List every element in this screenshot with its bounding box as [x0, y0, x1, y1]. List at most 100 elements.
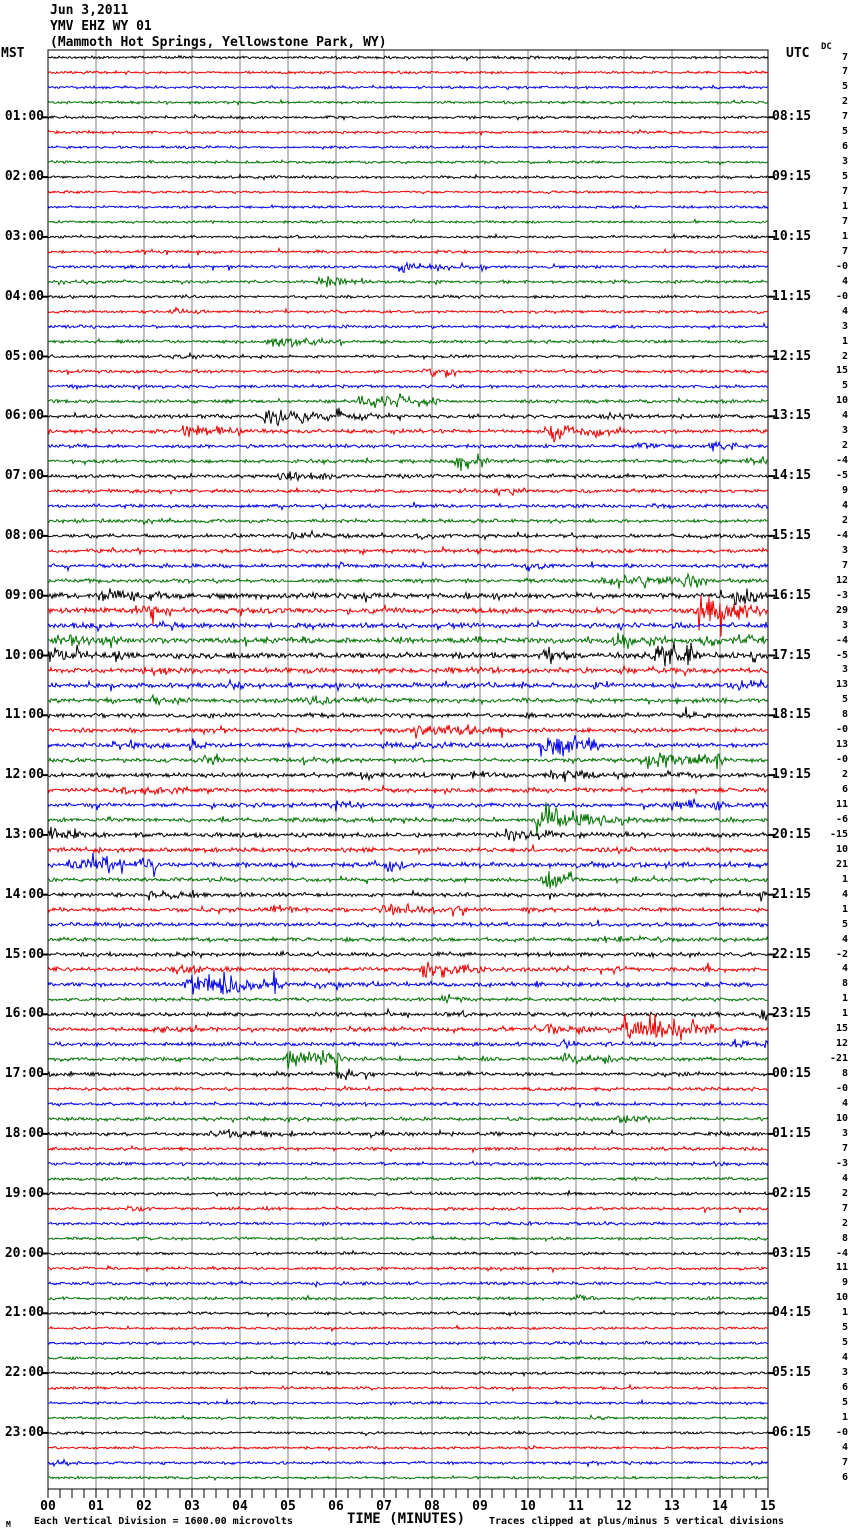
utc-time-label: 09:15 [772, 169, 812, 185]
trace-row [47, 961, 768, 978]
x-tick-label: 08 [424, 1499, 440, 1514]
dc-offset-value: 8 [841, 1068, 848, 1080]
dc-offset-value: 1 [841, 993, 848, 1005]
dc-offset-value: 10 [835, 1112, 848, 1124]
trace-row [47, 1099, 769, 1109]
utc-time-label: 11:15 [772, 288, 812, 304]
dc-offset-value: 1 [841, 873, 848, 885]
utc-time-label: 21:15 [772, 886, 812, 902]
trace-row [47, 706, 768, 720]
trace-row [47, 383, 769, 391]
x-tick-label: 15 [760, 1499, 776, 1514]
dc-offset-value: 10 [835, 395, 848, 407]
dc-offset-value: 13 [835, 739, 848, 751]
dc-offset-value: 6 [841, 141, 848, 153]
dc-offset-value: 10 [835, 843, 848, 855]
dc-offset-value: 4 [841, 1172, 848, 1184]
trace-row [47, 1413, 769, 1421]
dc-offset-value: 1 [841, 903, 848, 915]
mst-time-label: 17:00 [4, 1066, 44, 1082]
utc-time-label: 22:15 [772, 946, 812, 962]
trace-row [47, 218, 769, 225]
utc-time-label: 01:15 [772, 1125, 812, 1141]
trace-row [47, 642, 769, 667]
dc-offset-value: 13 [835, 679, 848, 691]
trace-row [47, 970, 769, 995]
dc-offset-value: -4 [835, 634, 848, 646]
x-tick-label: 12 [616, 1499, 632, 1514]
header-station: YMV EHZ WY 01 [50, 19, 152, 34]
footer-scale-note: Each Vertical Division = 1600.00 microvo… [34, 1516, 293, 1527]
trace-row [47, 84, 769, 91]
x-tick-label: 00 [40, 1499, 56, 1514]
dc-offset-value: 5 [841, 171, 848, 183]
dc-offset-value: 2 [841, 350, 848, 362]
utc-time-label: 16:15 [772, 587, 812, 603]
dc-offset-value: 11 [835, 799, 848, 810]
x-tick-label: 09 [472, 1499, 488, 1514]
dc-offset-value: -5 [835, 649, 848, 661]
dc-offset-value: 15 [835, 1023, 848, 1035]
trace-row [47, 1050, 769, 1077]
trace-row [47, 1114, 769, 1124]
dc-offset-value: 4 [841, 1441, 848, 1453]
mst-time-label: 03:00 [4, 228, 44, 244]
dc-offset-value: 7 [841, 245, 848, 257]
utc-time-label: 08:15 [772, 109, 812, 125]
utc-time-label: 13:15 [772, 408, 812, 424]
mst-time-label: 13:00 [4, 826, 44, 842]
trace-row [47, 632, 769, 650]
dc-offset-value: -0 [835, 1426, 848, 1438]
mst-time-label: 06:00 [4, 408, 44, 424]
dc-offset-value: 6 [841, 1471, 848, 1483]
dc-offset-value: 7 [841, 559, 848, 571]
dc-offset-value: 7 [841, 51, 848, 63]
trace-row [47, 844, 768, 856]
trace-row [48, 471, 769, 483]
mst-time-label: 07:00 [4, 468, 44, 484]
mst-time-label: 14:00 [4, 886, 44, 902]
utc-time-label: 20:15 [772, 826, 812, 842]
dc-offset-value: 4 [841, 963, 848, 975]
trace-row [47, 735, 769, 757]
trace-row [47, 852, 769, 877]
utc-time-label: 10:15 [772, 228, 812, 244]
mst-time-label: 10:00 [4, 647, 44, 663]
utc-time-label: 14:15 [772, 468, 812, 484]
dc-offset-value: -4 [835, 529, 848, 541]
trace-row [47, 321, 769, 331]
trace-row [48, 545, 769, 557]
utc-time-label: 00:15 [772, 1066, 812, 1082]
dc-offset-value: 12 [835, 574, 848, 586]
utc-time-label: 18:15 [772, 707, 812, 723]
trace-row [47, 993, 769, 1005]
dc-offset-value: 8 [841, 709, 848, 721]
dc-offset-value: 10 [835, 1292, 848, 1304]
trace-row [47, 902, 769, 917]
x-tick-label: 02 [136, 1499, 152, 1514]
utc-time-label: 05:15 [772, 1365, 812, 1381]
utc-time-label: 03:15 [772, 1245, 812, 1261]
trace-row [47, 595, 769, 637]
trace-row [47, 1175, 769, 1182]
watermark-glyph: M [6, 1520, 11, 1529]
utc-time-label: 15:15 [772, 527, 812, 543]
trace-row [47, 798, 769, 812]
trace-row [47, 560, 769, 573]
trace-row [47, 501, 769, 512]
dc-offset-value: 3 [841, 156, 848, 168]
dc-offset-value: 29 [835, 604, 848, 616]
dc-offset-value: -3 [835, 1157, 848, 1169]
dc-offset-value: 7 [841, 1202, 848, 1214]
dc-offset-value: -6 [835, 813, 848, 825]
dc-offset-value: 6 [841, 1382, 848, 1394]
utc-time-label: 04:15 [772, 1305, 812, 1321]
trace-row [47, 336, 769, 349]
trace-row [47, 487, 769, 497]
trace-row [47, 1339, 769, 1347]
trace-row [47, 1084, 769, 1093]
dc-offset-value: 5 [841, 694, 848, 706]
mst-time-label: 18:00 [4, 1125, 44, 1141]
mst-time-label: 23:00 [4, 1424, 44, 1440]
